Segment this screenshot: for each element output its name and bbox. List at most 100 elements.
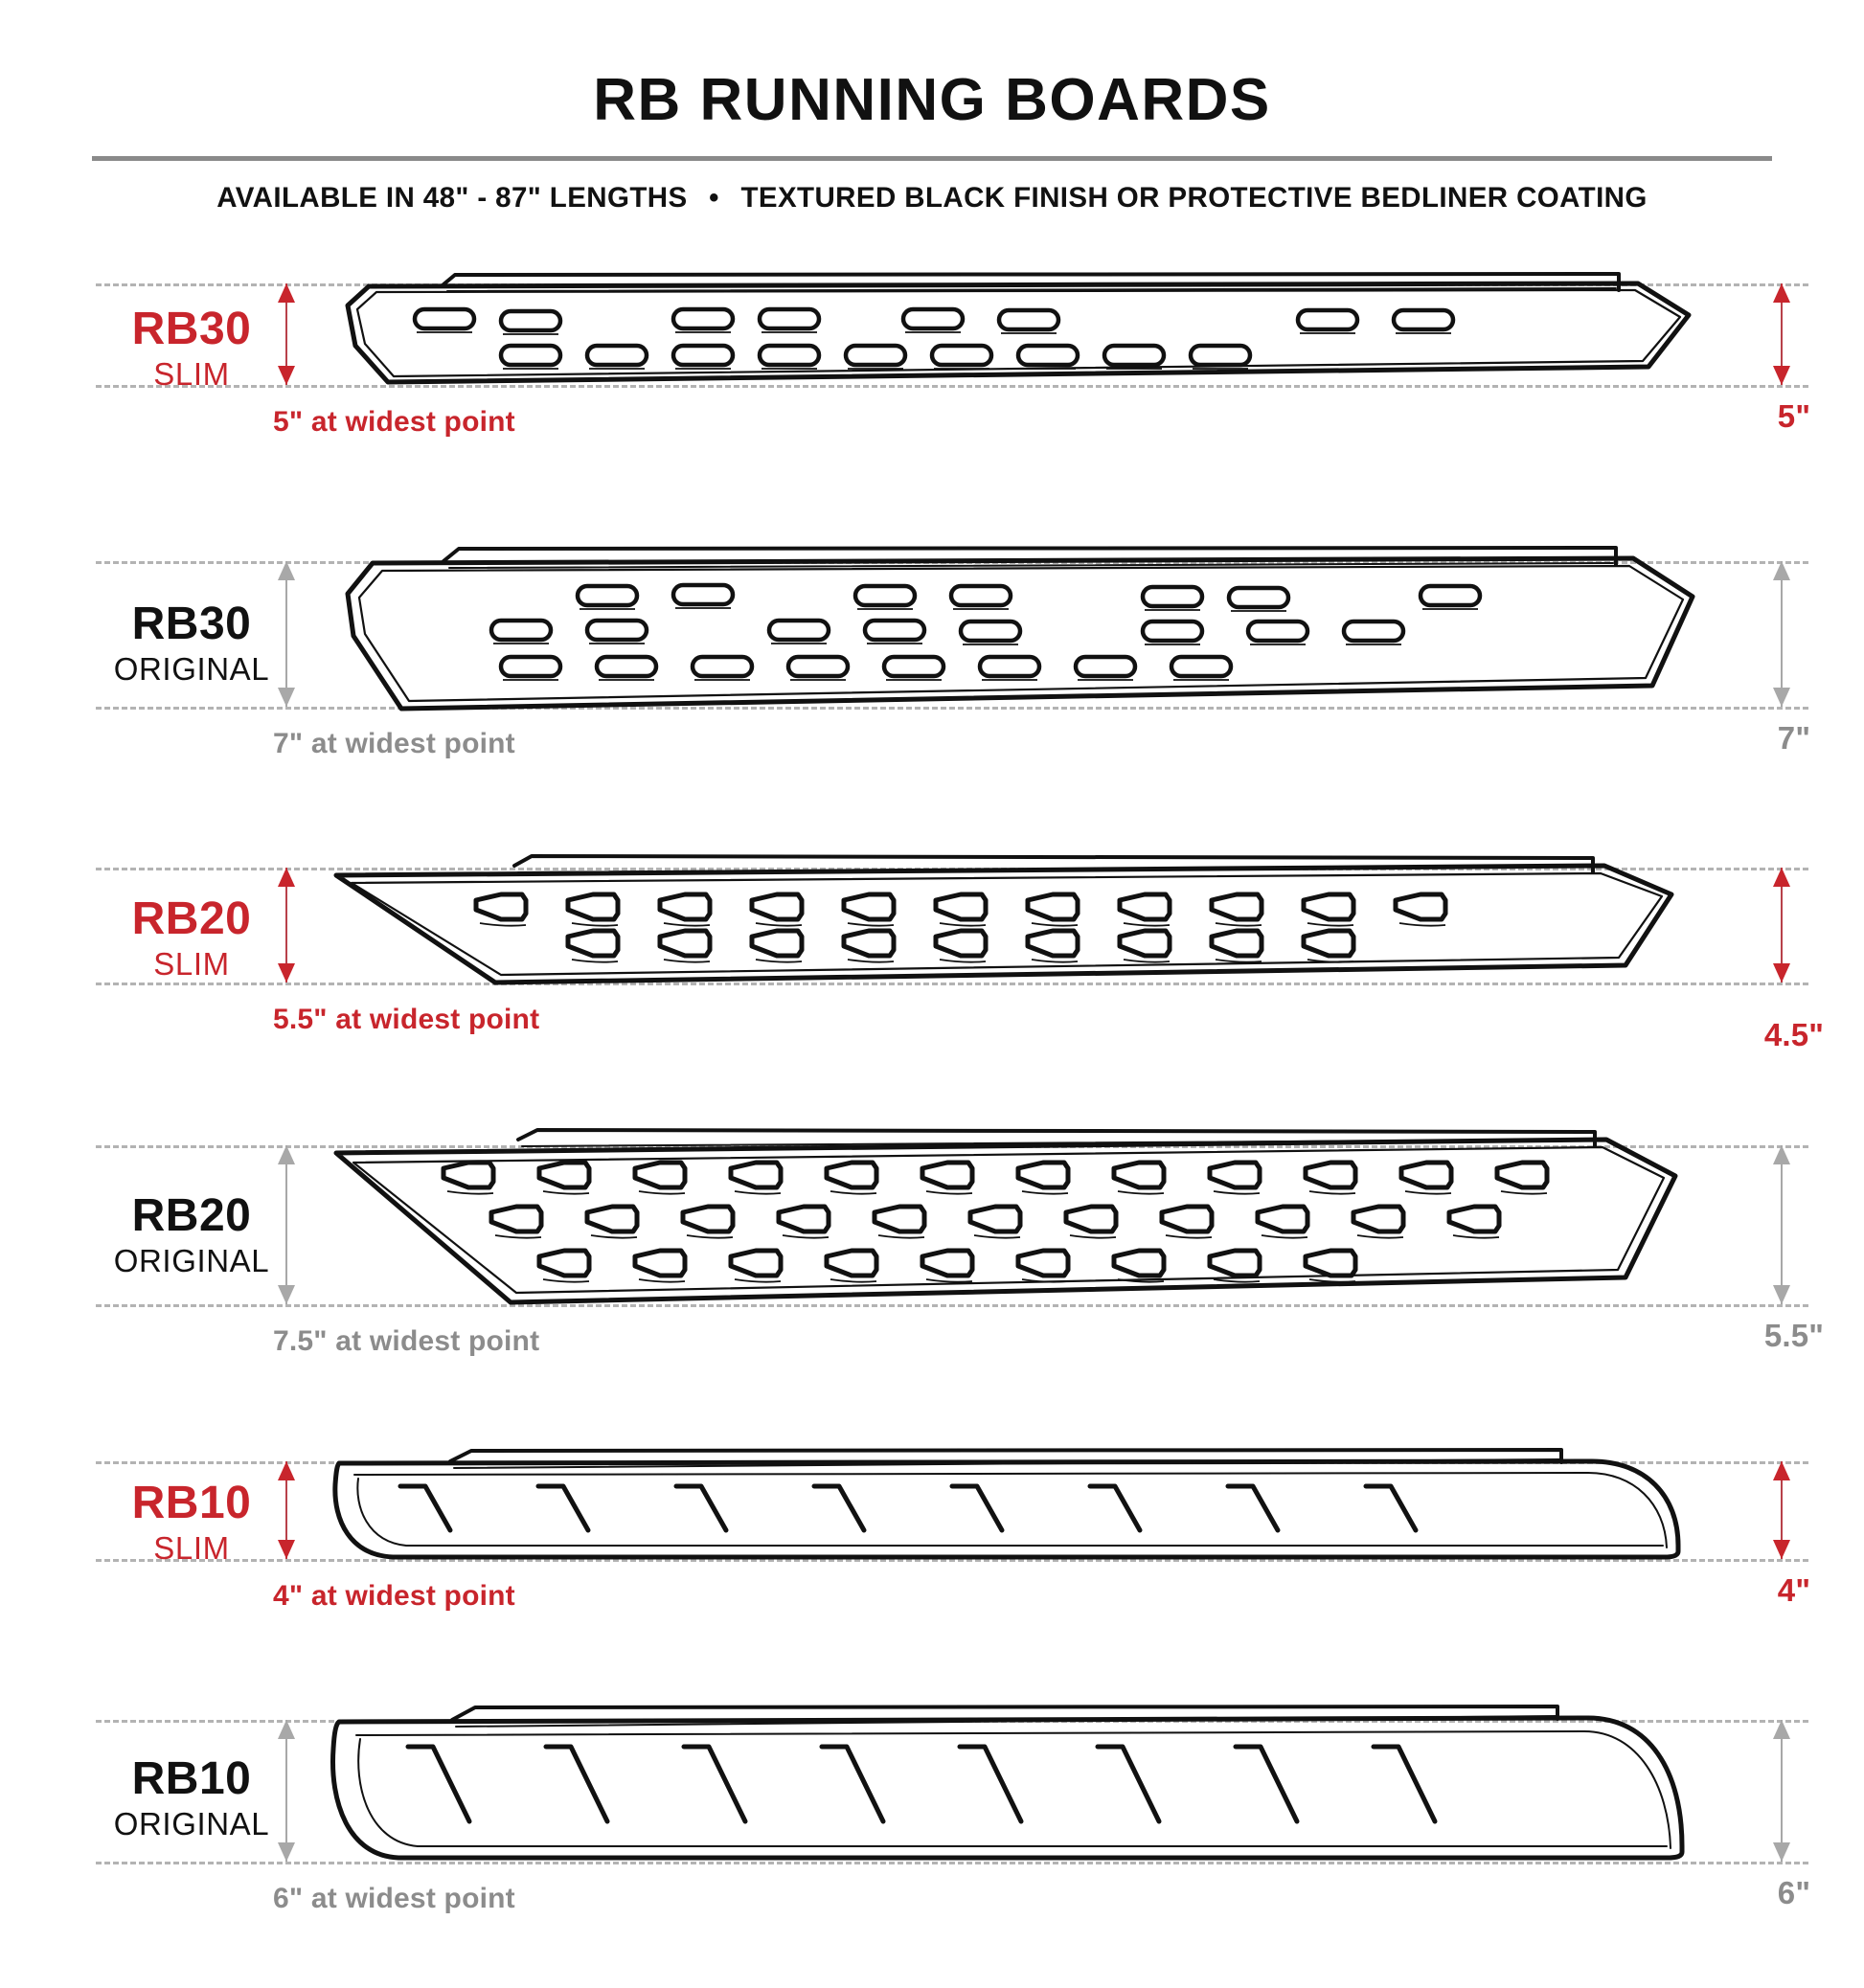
arrow-head-down-icon (1773, 1540, 1790, 1560)
dimension-arrow-left (274, 283, 299, 386)
guide-line-bottom (96, 1559, 1808, 1563)
page-header: RB RUNNING BOARDS AVAILABLE IN 48" - 87"… (0, 0, 1864, 215)
guide-line-bottom (96, 983, 1808, 986)
model-name: RB20 (131, 1190, 252, 1242)
arrow-head-down-icon (278, 1285, 295, 1305)
product-row-rb10-slim: RB10 SLIM 4" at widest point 4" (0, 1442, 1864, 1701)
subtitle-lengths: AVAILABLE IN 48" - 87" LENGTHS (216, 182, 688, 215)
guide-line-bottom (96, 1304, 1808, 1308)
width-caption: 5.5" at widest point (273, 1004, 540, 1036)
dimension-arrow-right (1769, 561, 1794, 708)
width-caption: 6" at widest point (273, 1883, 515, 1915)
arrow-head-down-icon (278, 366, 295, 386)
height-value: 4" (1777, 1572, 1811, 1609)
arrow-head-down-icon (1773, 688, 1790, 708)
arrow-head-up-icon (278, 1461, 295, 1481)
arrow-shaft (285, 1461, 287, 1560)
arrow-shaft (1781, 1461, 1783, 1560)
guide-line-bottom (96, 385, 1808, 389)
dimension-arrow-left (274, 1461, 299, 1560)
model-variant: ORIGINAL (113, 651, 270, 688)
board-illustration-rb30-original (340, 544, 1700, 726)
model-name: RB10 (131, 1753, 252, 1805)
page-title: RB RUNNING BOARDS (593, 67, 1271, 133)
arrow-shaft (285, 1145, 287, 1305)
arrow-head-up-icon (1773, 1461, 1790, 1481)
arrow-head-up-icon (1773, 561, 1790, 581)
width-caption: 5" at widest point (273, 406, 515, 439)
arrow-shaft (285, 283, 287, 386)
arrow-head-up-icon (278, 1145, 295, 1165)
product-row-rb20-original: RB20 ORIGINAL 7.5" at widest point 5.5" (0, 1126, 1864, 1442)
height-value: 7" (1777, 720, 1811, 757)
arrow-head-down-icon (278, 688, 295, 708)
model-variant: ORIGINAL (113, 1806, 270, 1842)
arrow-shaft (1781, 561, 1783, 708)
arrow-head-up-icon (1773, 1145, 1790, 1165)
arrow-head-down-icon (1773, 1842, 1790, 1863)
arrow-head-down-icon (1773, 366, 1790, 386)
arrow-shaft (285, 868, 287, 983)
model-name: RB20 (131, 893, 252, 945)
board-illustration-rb20-slim (330, 852, 1700, 1005)
model-name: RB30 (131, 304, 252, 355)
arrow-head-up-icon (278, 283, 295, 304)
dimension-arrow-left (274, 868, 299, 983)
model-label-rb10-slim: RB10 SLIM (105, 1480, 278, 1567)
height-value: 5.5" (1763, 1318, 1825, 1354)
model-name: RB30 (131, 599, 252, 650)
model-variant: ORIGINAL (113, 1243, 270, 1279)
arrow-head-down-icon (278, 1842, 295, 1863)
dimension-arrow-right (1769, 868, 1794, 983)
dimension-arrow-right (1769, 283, 1794, 386)
height-value: 5" (1777, 398, 1811, 435)
arrow-shaft (1781, 868, 1783, 983)
model-variant: SLIM (153, 1530, 230, 1567)
dimension-arrow-left (274, 1720, 299, 1863)
subtitle-finish: TEXTURED BLACK FINISH OR PROTECTIVE BEDL… (740, 182, 1648, 215)
width-caption: 7.5" at widest point (273, 1325, 540, 1358)
product-row-rb20-slim: RB20 SLIM 5.5" at widest point 4.5" (0, 848, 1864, 1126)
arrow-head-down-icon (278, 963, 295, 983)
board-illustration-rb10-original (326, 1703, 1705, 1885)
product-row-rb10-original: RB10 ORIGINAL 6" at widest point 6" (0, 1701, 1864, 1988)
model-label-rb30-original: RB30 ORIGINAL (105, 601, 278, 688)
arrow-shaft (1781, 1720, 1783, 1863)
guide-line-bottom (96, 707, 1808, 711)
product-row-rb30-original: RB30 ORIGINAL 7" at widest point 7" (0, 542, 1864, 848)
arrow-head-down-icon (1773, 1285, 1790, 1305)
page-subtitle: AVAILABLE IN 48" - 87" LENGTHS • TEXTURE… (92, 182, 1772, 215)
model-label-rb20-slim: RB20 SLIM (105, 896, 278, 983)
arrow-shaft (1781, 283, 1783, 386)
arrow-shaft (285, 1720, 287, 1863)
model-name: RB10 (131, 1478, 252, 1529)
model-label-rb10-original: RB10 ORIGINAL (105, 1756, 278, 1842)
arrow-head-up-icon (1773, 868, 1790, 888)
arrow-head-up-icon (278, 1720, 295, 1740)
board-illustration-rb30-slim (340, 269, 1700, 403)
arrow-head-down-icon (1773, 963, 1790, 983)
model-variant: SLIM (153, 946, 230, 983)
model-label-rb20-original: RB20 ORIGINAL (105, 1193, 278, 1279)
dimension-arrow-right (1769, 1461, 1794, 1560)
arrow-shaft (1781, 1145, 1783, 1305)
dimension-arrow-left (274, 561, 299, 708)
arrow-shaft (285, 561, 287, 708)
width-caption: 4" at widest point (273, 1580, 515, 1613)
board-illustration-rb20-original (330, 1128, 1700, 1320)
arrow-head-up-icon (1773, 283, 1790, 304)
bullet-separator-icon: • (709, 182, 719, 215)
title-divider (92, 156, 1772, 162)
model-label-rb30-slim: RB30 SLIM (105, 306, 278, 393)
arrow-head-down-icon (278, 1540, 295, 1560)
product-rows: RB30 SLIM 5" at widest point 5" (0, 264, 1864, 1988)
height-value: 4.5" (1763, 1017, 1825, 1053)
board-illustration-rb10-slim (326, 1446, 1705, 1580)
height-value: 6" (1777, 1875, 1811, 1911)
width-caption: 7" at widest point (273, 728, 515, 760)
dimension-arrow-right (1769, 1720, 1794, 1863)
arrow-head-up-icon (278, 561, 295, 581)
dimension-arrow-right (1769, 1145, 1794, 1305)
arrow-head-up-icon (1773, 1720, 1790, 1740)
model-variant: SLIM (153, 356, 230, 393)
